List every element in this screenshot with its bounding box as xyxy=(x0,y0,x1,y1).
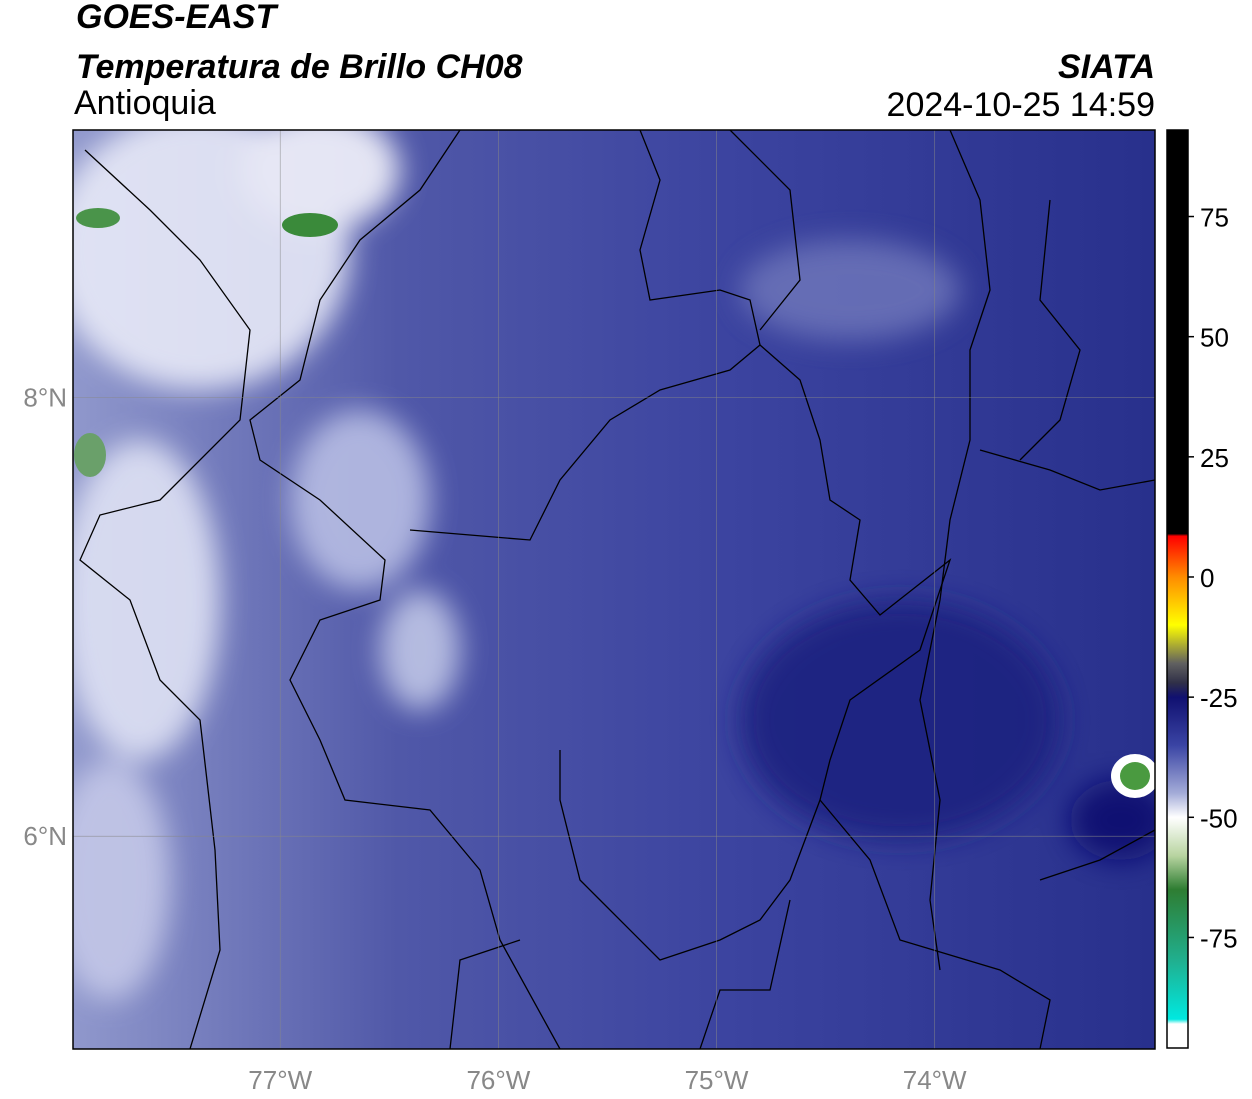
datetime: 2024-10-25 14:59 xyxy=(887,86,1155,124)
colorbar xyxy=(1166,129,1189,1049)
colorbar-tick-label: 50 xyxy=(1200,323,1229,353)
x-tick-label: 75°W xyxy=(685,1065,749,1095)
colorbar-tick-label: 25 xyxy=(1200,443,1229,473)
x-tick-label: 77°W xyxy=(248,1065,312,1095)
colorbar-tick-label: -75 xyxy=(1200,923,1238,953)
colorbar-tick-label: 75 xyxy=(1200,203,1229,233)
y-tick-label: 8°N xyxy=(23,383,67,413)
x-tick-label: 76°W xyxy=(466,1065,530,1095)
region: Antioquia xyxy=(74,84,216,122)
source: SIATA xyxy=(1058,48,1155,86)
map-frame xyxy=(72,129,1156,1050)
colorbar-tick-label: -25 xyxy=(1200,683,1238,713)
title: GOES-EAST xyxy=(76,0,279,36)
satellite-image xyxy=(73,130,1155,1049)
grid xyxy=(73,130,1155,1049)
subtitle: Temperatura de Brillo CH08 xyxy=(76,48,523,86)
colorbar-tick-label: 0 xyxy=(1200,563,1214,593)
y-tick-label: 6°N xyxy=(23,821,67,851)
colorbar-tick-label: -50 xyxy=(1200,803,1238,833)
x-tick-label: 74°W xyxy=(903,1065,967,1095)
